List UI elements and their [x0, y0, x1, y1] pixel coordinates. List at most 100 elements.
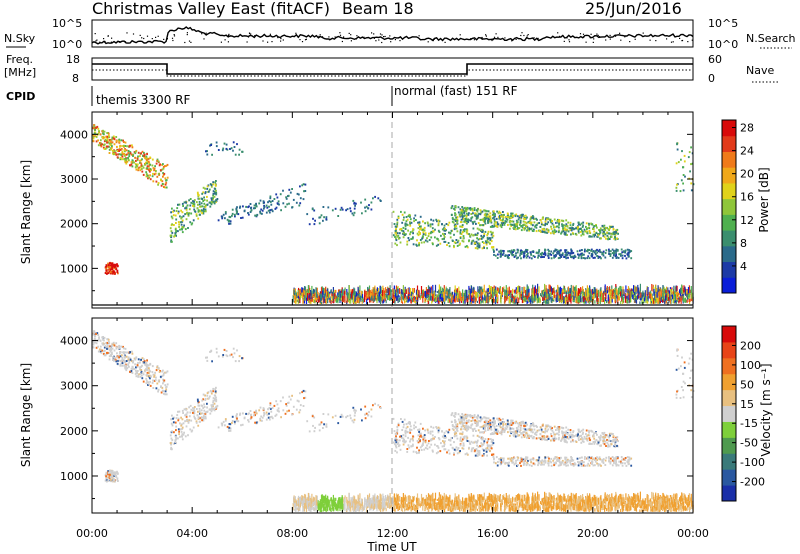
- echo-point: [250, 209, 253, 212]
- echo-point: [403, 233, 406, 236]
- echo-point: [572, 233, 575, 235]
- echo-point: [456, 298, 458, 302]
- echo-point: [520, 252, 523, 255]
- echo-point: [121, 150, 124, 153]
- nsearch-dot: [655, 40, 657, 42]
- echo-point: [481, 241, 484, 243]
- echo-point: [602, 293, 604, 300]
- echo-point: [113, 359, 115, 362]
- echo-point: [462, 235, 465, 238]
- nsearch-dot: [381, 34, 383, 36]
- echo-point: [557, 284, 559, 293]
- echo-point: [627, 255, 630, 258]
- echo-point: [503, 213, 505, 216]
- echo-point: [152, 387, 155, 389]
- echo-point: [134, 150, 137, 153]
- echo-point: [432, 219, 435, 222]
- echo-point: [449, 293, 451, 297]
- echo-point: [604, 227, 607, 229]
- echo-point: [514, 228, 517, 231]
- echo-point: [410, 238, 413, 240]
- echo-point: [582, 296, 584, 302]
- echo-point: [416, 293, 418, 299]
- echo-point: [408, 294, 410, 297]
- echo-point: [590, 293, 592, 302]
- echo-point: [116, 269, 119, 272]
- echo-point: [253, 204, 256, 207]
- echo-point: [175, 230, 178, 232]
- echo-point: [466, 289, 468, 297]
- echo-point: [650, 293, 652, 299]
- echo-point: [175, 222, 177, 224]
- echo-point: [441, 293, 443, 296]
- echo-point: [421, 236, 424, 239]
- echo-point: [111, 342, 114, 345]
- echo-point: [184, 207, 186, 210]
- echo-point: [624, 254, 626, 257]
- echo-point: [423, 229, 426, 232]
- echo-point: [418, 230, 420, 233]
- nsearch-dot: [527, 34, 529, 36]
- echo-point: [515, 224, 518, 227]
- echo-point: [321, 289, 323, 298]
- echo-point: [651, 284, 653, 292]
- echo-point: [106, 341, 109, 344]
- echo-point: [265, 204, 268, 207]
- echo-point: [99, 139, 102, 142]
- echo-point: [172, 210, 174, 213]
- echo-point: [526, 216, 528, 219]
- echo-point: [306, 213, 309, 216]
- echo-point: [115, 268, 118, 271]
- echo-point: [500, 253, 503, 256]
- echo-point: [658, 290, 660, 297]
- echo-point: [461, 226, 464, 228]
- echo-point: [122, 141, 125, 143]
- echo-point: [594, 251, 596, 254]
- echo-point: [102, 336, 104, 338]
- echo-point: [565, 295, 568, 299]
- echo-point: [675, 186, 678, 189]
- echo-point: [423, 289, 425, 293]
- nsearch-dot: [624, 36, 626, 38]
- echo-point: [155, 387, 158, 390]
- echo-point: [553, 256, 555, 259]
- echo-point: [441, 295, 443, 303]
- echo-point: [546, 223, 548, 226]
- echo-point: [459, 225, 461, 228]
- echo-point: [112, 473, 115, 476]
- echo-point: [124, 145, 127, 147]
- echo-point: [197, 203, 199, 206]
- echo-point: [419, 239, 422, 241]
- echo-point: [598, 289, 600, 297]
- echo-point: [454, 226, 456, 228]
- echo-point: [105, 264, 108, 267]
- echo-point: [460, 209, 463, 212]
- echo-point: [311, 296, 313, 302]
- echo-point: [204, 205, 207, 208]
- echo-point: [408, 287, 410, 293]
- echo-point: [140, 369, 143, 371]
- echo-point: [675, 162, 678, 165]
- echo-point: [155, 162, 158, 165]
- echo-point: [225, 147, 228, 150]
- echo-point: [95, 346, 98, 349]
- echo-point: [162, 174, 165, 176]
- nsearch-dot: [99, 41, 101, 43]
- echo-point: [615, 232, 617, 235]
- echo-point: [411, 297, 413, 303]
- echo-point: [547, 229, 550, 232]
- echo-point: [157, 173, 160, 175]
- echo-point: [493, 225, 496, 228]
- echo-point: [558, 249, 561, 252]
- echo-point: [195, 214, 198, 217]
- echo-point: [370, 296, 372, 301]
- echo-point: [560, 231, 563, 234]
- echo-point: [637, 284, 639, 293]
- echo-point: [539, 293, 542, 297]
- echo-point: [449, 232, 452, 234]
- echo-point: [682, 174, 685, 176]
- echo-point: [665, 292, 667, 296]
- echo-point: [468, 239, 470, 242]
- nsearch-dot: [381, 41, 383, 44]
- echo-point: [414, 214, 417, 217]
